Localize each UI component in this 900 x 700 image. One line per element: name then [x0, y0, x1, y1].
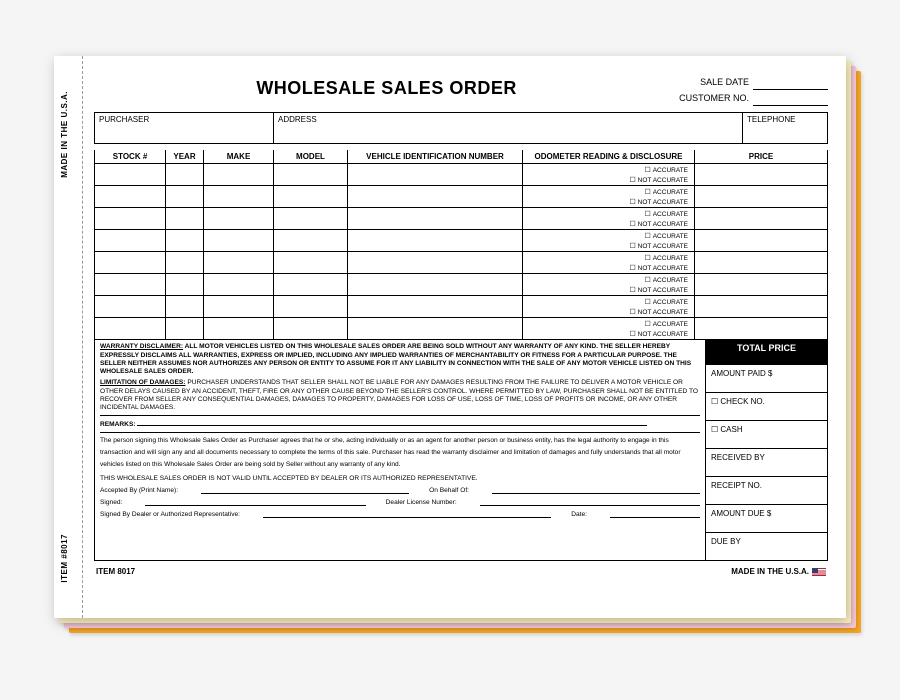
table-row[interactable]: ACCURATENOT ACCURATE — [95, 317, 827, 339]
customer-no-field[interactable] — [753, 96, 828, 106]
sale-date-label: SALE DATE — [700, 77, 749, 87]
signed-dealer-field[interactable] — [263, 509, 551, 518]
disclaimers-block: WARRANTY DISCLAIMER: ALL MOTOR VEHICLES … — [95, 340, 706, 560]
accepted-by-field[interactable] — [201, 485, 409, 494]
amount-due[interactable]: AMOUNT DUE $ — [706, 504, 827, 532]
signed-label: Signed: — [100, 497, 122, 509]
side-item-number: ITEM #8017 — [60, 534, 69, 583]
table-row[interactable]: ACCURATENOT ACCURATE — [95, 229, 827, 251]
table-row[interactable]: ACCURATENOT ACCURATE — [95, 163, 827, 185]
limitation-body: PURCHASER UNDERSTANDS THAT SELLER SHALL … — [100, 379, 698, 411]
table-row[interactable]: ACCURATENOT ACCURATE — [95, 273, 827, 295]
side-made-in-usa: MADE IN THE U.S.A. — [60, 91, 69, 178]
remarks-field[interactable] — [137, 418, 647, 426]
header-meta: SALE DATE CUSTOMER NO. — [679, 74, 828, 106]
footer-made: MADE IN THE U.S.A. — [731, 567, 826, 576]
purchaser-grid: PURCHASER ADDRESS TELEPHONE — [94, 112, 828, 144]
sales-order-form: MADE IN THE U.S.A. ITEM #8017 WHOLESALE … — [54, 56, 846, 618]
check-no[interactable]: CHECK NO. — [706, 392, 827, 420]
receipt-no[interactable]: RECEIPT NO. — [706, 476, 827, 504]
date-field[interactable] — [610, 509, 700, 518]
signed-field[interactable] — [145, 497, 365, 506]
table-row[interactable]: ACCURATENOT ACCURATE — [95, 251, 827, 273]
form-title: WHOLESALE SALES ORDER — [94, 74, 679, 99]
date-label: Date: — [571, 509, 587, 521]
totals-column: TOTAL PRICE AMOUNT PAID $ CHECK NO. CASH… — [706, 340, 827, 560]
col-odo: ODOMETER READING & DISCLOSURE — [522, 150, 694, 163]
col-vin: VEHICLE IDENTIFICATION NUMBER — [347, 150, 522, 163]
warranty-head: WARRANTY DISCLAIMER: — [100, 343, 183, 350]
limitation-head: LIMITATION OF DAMAGES: — [100, 379, 185, 386]
amount-paid[interactable]: AMOUNT PAID $ — [706, 364, 827, 392]
table-row[interactable]: ACCURATENOT ACCURATE — [95, 295, 827, 317]
remarks-label: REMARKS: — [100, 421, 136, 428]
accepted-by-label: Accepted By (Print Name): — [100, 485, 178, 497]
perforation-line — [82, 56, 83, 618]
footer-item: ITEM 8017 — [96, 567, 135, 576]
lower-section: WARRANTY DISCLAIMER: ALL MOTOR VEHICLES … — [94, 340, 828, 561]
col-stock: STOCK # — [95, 150, 165, 163]
sale-date-field[interactable] — [753, 80, 828, 90]
total-price-head: TOTAL PRICE — [706, 340, 827, 364]
received-by[interactable]: RECEIVED BY — [706, 448, 827, 476]
table-row[interactable]: ACCURATENOT ACCURATE — [95, 207, 827, 229]
due-by[interactable]: DUE BY — [706, 532, 827, 560]
col-year: YEAR — [165, 150, 203, 163]
telephone-label: TELEPHONE — [742, 113, 827, 143]
table-row[interactable]: ACCURATENOT ACCURATE — [95, 185, 827, 207]
warranty-body: ALL MOTOR VEHICLES LISTED ON THIS WHOLES… — [100, 343, 691, 375]
vehicles-table: STOCK # YEAR MAKE MODEL VEHICLE IDENTIFI… — [94, 150, 828, 340]
purchaser-label: PURCHASER — [95, 113, 273, 143]
customer-no-label: CUSTOMER NO. — [679, 93, 749, 103]
agreement-text: The person signing this Wholesale Sales … — [100, 435, 700, 471]
col-price: PRICE — [694, 150, 827, 163]
dealer-license-label: Dealer License Number: — [386, 497, 457, 509]
dealer-license-field[interactable] — [480, 497, 700, 506]
on-behalf-label: On Behalf Of: — [429, 485, 469, 497]
address-label: ADDRESS — [273, 113, 742, 143]
flag-icon — [812, 568, 826, 577]
cash[interactable]: CASH — [706, 420, 827, 448]
not-valid-text: THIS WHOLESALE SALES ORDER IS NOT VALID … — [100, 473, 700, 485]
col-model: MODEL — [273, 150, 347, 163]
col-make: MAKE — [203, 150, 273, 163]
on-behalf-field[interactable] — [492, 485, 700, 494]
signed-dealer-label: Signed By Dealer or Authorized Represent… — [100, 509, 240, 521]
